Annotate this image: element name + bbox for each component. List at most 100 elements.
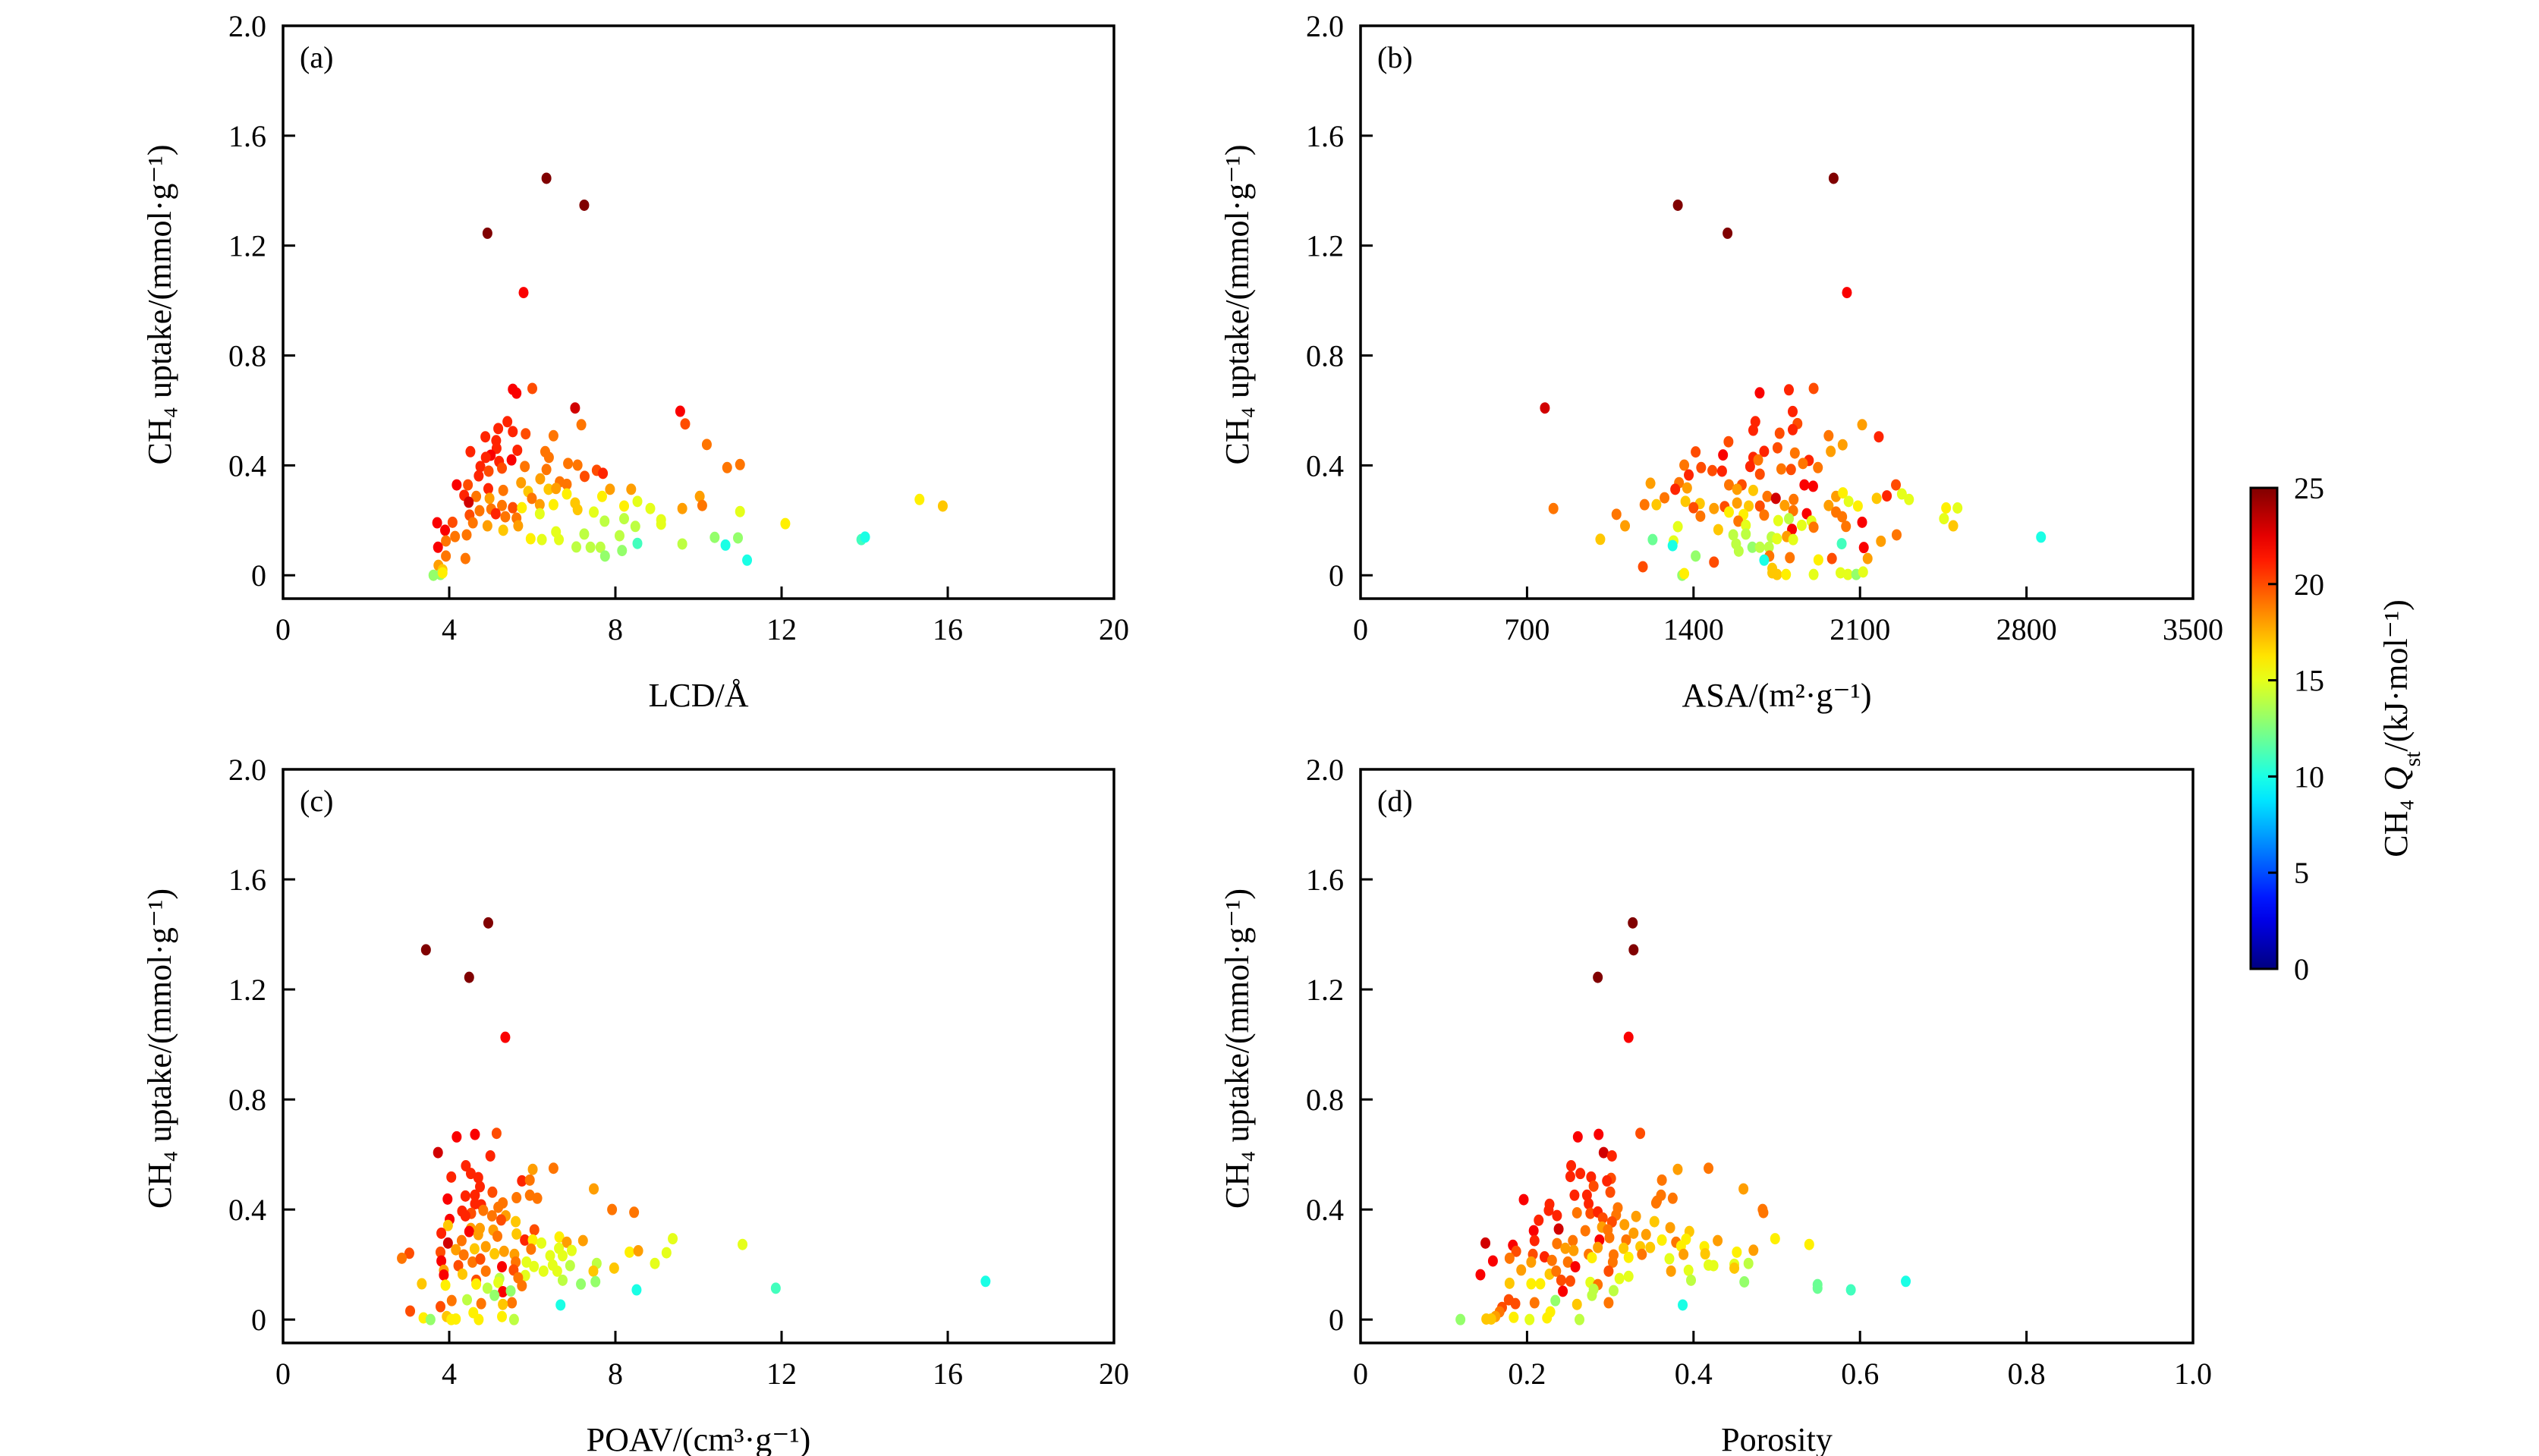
data-point: [1670, 483, 1681, 495]
data-point: [1773, 514, 1783, 527]
data-point: [1580, 1225, 1590, 1237]
data-point: [1572, 1206, 1582, 1219]
data-point: [464, 496, 474, 508]
data-point: [1635, 1127, 1646, 1140]
data-point: [505, 1285, 516, 1297]
data-point: [1852, 500, 1863, 512]
data-point: [451, 1131, 462, 1143]
data-point: [1605, 1186, 1616, 1198]
data-point: [1941, 502, 1952, 514]
data-point: [1511, 1245, 1521, 1257]
data-point: [1732, 497, 1742, 509]
data-point: [1753, 454, 1763, 466]
data-point: [1558, 1285, 1568, 1297]
data-point: [1798, 458, 1808, 470]
data-point: [1526, 1278, 1537, 1290]
data-point: [532, 1192, 543, 1204]
data-point: [1745, 461, 1755, 473]
x-tick-label: 20: [1099, 1357, 1129, 1391]
data-point: [1602, 1175, 1612, 1187]
data-point: [1623, 1251, 1634, 1263]
data-point: [500, 511, 511, 523]
data-point: [1562, 1256, 1573, 1268]
y-tick-label: 2.0: [228, 753, 266, 787]
data-point: [1623, 1270, 1634, 1282]
data-point: [1882, 490, 1892, 502]
data-point: [1708, 1259, 1719, 1272]
data-point: [605, 483, 615, 495]
data-point: [525, 533, 536, 545]
data-point: [1553, 1223, 1564, 1235]
data-point: [1455, 1313, 1466, 1325]
data-point: [1679, 568, 1690, 580]
data-point: [1826, 552, 1837, 564]
data-point: [493, 423, 504, 435]
y-tick-label: 0: [251, 558, 266, 593]
colorbar-tick-label: 0: [2294, 952, 2309, 986]
data-point: [529, 1260, 540, 1272]
data-point: [1808, 382, 1819, 395]
data-point: [1781, 568, 1792, 580]
data-point: [483, 917, 493, 929]
data-point: [482, 520, 492, 532]
data-point: [1678, 1299, 1688, 1311]
data-point: [526, 1243, 536, 1255]
data-point: [484, 492, 495, 505]
data-point: [458, 1249, 469, 1261]
data-point: [1871, 492, 1882, 505]
data-point: [476, 1297, 486, 1310]
data-point: [589, 506, 599, 518]
data-point: [1709, 556, 1719, 568]
data-point: [1619, 1219, 1630, 1231]
y-tick-label: 0.8: [228, 339, 266, 373]
x-tick-label: 1400: [1663, 612, 1724, 646]
axes-frame: [282, 768, 1115, 1344]
data-point: [572, 504, 583, 516]
data-point: [507, 1297, 518, 1309]
data-point: [471, 490, 482, 502]
data-point: [1826, 445, 1836, 458]
data-point: [1748, 1244, 1759, 1256]
data-point: [471, 1278, 482, 1290]
data-point: [1619, 1242, 1629, 1254]
data-point: [1679, 1248, 1689, 1260]
data-point: [436, 1300, 446, 1313]
data-point: [1772, 442, 1782, 454]
data-point: [579, 528, 590, 540]
scatter-points: [397, 917, 991, 1325]
data-point: [506, 454, 517, 466]
data-point: [436, 1227, 447, 1239]
data-point: [1845, 1284, 1856, 1296]
data-point: [1575, 1168, 1586, 1180]
data-point: [518, 287, 529, 299]
data-point: [524, 1174, 535, 1186]
panel-c: 0 4 8 12 16 20 0 0.4 0.8 1.2 1.6 2.0 (c) POAV/(cm³·g⁻…: [141, 753, 1129, 1456]
y-tick-label: 1.2: [228, 973, 266, 1007]
y-tick-label: 0.8: [1306, 339, 1344, 373]
data-point: [697, 499, 707, 511]
data-point: [433, 541, 443, 553]
y-tick-label: 1.6: [1306, 863, 1344, 897]
x-axis-label: POAV/(cm³·g⁻¹): [587, 1421, 811, 1456]
data-point: [404, 1247, 414, 1259]
data-point: [474, 505, 485, 517]
x-tick-label: 1.0: [2174, 1357, 2212, 1391]
data-point: [599, 550, 610, 562]
data-point: [440, 1279, 451, 1291]
data-point: [914, 493, 925, 505]
data-point: [1812, 1282, 1823, 1294]
data-point: [677, 538, 687, 550]
data-point: [1748, 424, 1758, 436]
data-point: [511, 387, 522, 399]
data-point: [1707, 464, 1718, 476]
data-point: [1660, 492, 1670, 504]
data-point: [1664, 1253, 1675, 1265]
data-point: [453, 1259, 464, 1272]
data-point: [1729, 1262, 1740, 1274]
data-point: [1569, 1189, 1580, 1201]
data-point: [1709, 502, 1719, 514]
y-axis-label: CH₄ uptake/(mmol·g⁻¹): [1219, 888, 1256, 1209]
data-point: [451, 479, 462, 491]
x-tick-label: 3500: [2163, 612, 2223, 646]
data-point: [626, 483, 637, 495]
